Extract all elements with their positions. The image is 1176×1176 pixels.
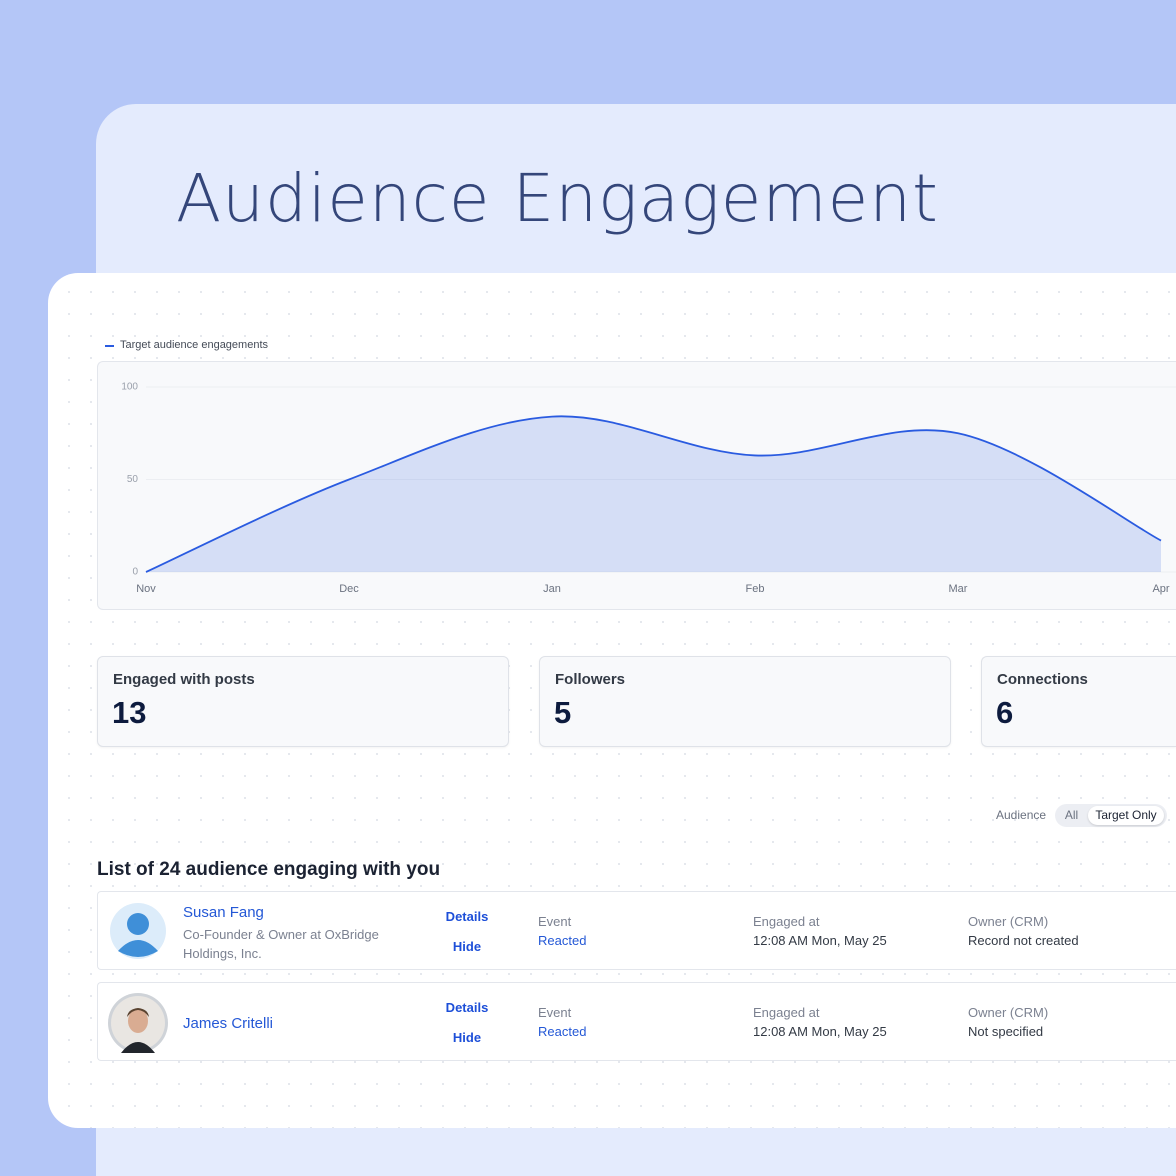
details-link[interactable]: Details [445,1000,489,1015]
line [145,415,1162,573]
person-name[interactable]: Susan Fang [183,904,264,921]
chart-box: 0 50 100 Nov Dec Jan Feb Mar Apr [97,361,1176,610]
field-label: Event [538,1005,572,1020]
filter-option[interactable]: All [1064,808,1079,822]
stat-label: Connections [997,671,1088,688]
x-tick-label: Apr [1152,583,1169,595]
stat-card: Followers 5 [539,656,951,747]
hide-link[interactable]: Hide [452,939,482,954]
stat-card: Connections 6 [981,656,1176,747]
chart: 0 50 100 Nov Dec Jan Feb Mar Apr [121,382,1176,595]
field-label: Engaged at [753,1005,820,1020]
field-label: Owner (CRM) [968,1005,1049,1020]
x-tick-label: Mar [949,583,968,595]
x-tick-label: Nov [136,583,156,595]
person-name[interactable]: James Critelli [183,1015,274,1032]
stat-label: Followers [555,671,626,688]
x-tick-label: Dec [339,583,359,595]
event-value: Reacted [538,1024,587,1039]
field-label: Owner (CRM) [968,914,1049,929]
legend-label: Target audience engagements [120,339,268,351]
x-tick-label: Jan [543,583,561,595]
y-tick-label: 0 [132,567,138,578]
list-title: List of 24 audience engaging with you [97,859,441,880]
y-tick-label: 50 [127,474,139,485]
y-tick-label: 100 [121,382,138,393]
stat-value: 5 [554,695,572,730]
avatar [110,903,166,959]
engaged-value: 12:08 AM Mon, May 25 [753,933,887,948]
owner-value: Record not created [968,933,1079,948]
stat-card: Engaged with posts 13 [97,656,509,747]
legend-swatch [105,345,114,347]
person-headline: Co-Founder & Owner at OxBridge Holdings,… [183,927,379,961]
event-value: Reacted [538,933,587,948]
stat-value: 6 [996,695,1014,730]
stat-label: Engaged with posts [113,671,255,688]
stat-value: 13 [112,695,147,730]
details-link[interactable]: Details [445,909,489,924]
field-label: Event [538,914,572,929]
area [146,416,1161,572]
hide-link[interactable]: Hide [452,1030,482,1045]
filter-label: Audience [996,808,1047,822]
list-row: Susan Fang Co-Founder & Owner at OxBridg… [97,891,1176,970]
owner-value: Not specified [968,1024,1044,1039]
filter-option[interactable]: Target Only [1088,806,1164,825]
x-tick-label: Feb [746,583,765,595]
list-row: James Critelli Details Hide Event Reacte… [97,982,1176,1061]
page-title: Audience Engagement [176,160,939,237]
avatar [108,993,168,1053]
engaged-value: 12:08 AM Mon, May 25 [753,1024,887,1039]
field-label: Engaged at [753,914,820,929]
